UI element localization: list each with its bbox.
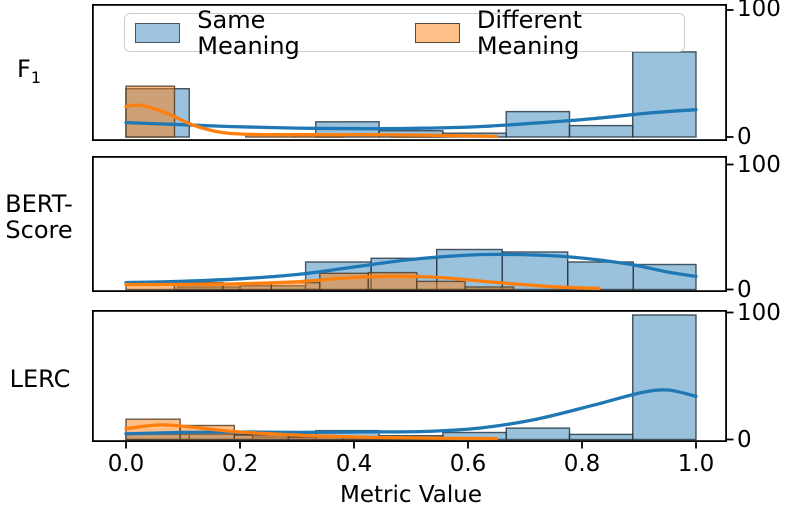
row-label-f1-main: F (17, 55, 31, 83)
legend-label-same-meaning: Same Meaning (197, 5, 300, 60)
legend: Same Meaning Different Meaning (124, 7, 685, 59)
x-tick-label-0.0: 0.0 (107, 451, 145, 477)
row-label-bertscore: BERT- Score (0, 191, 78, 243)
y-tick-label-bertscore-0: 0 (737, 277, 752, 303)
legend-swatch-different-meaning (414, 22, 460, 43)
row-label-lerc: LERC (9, 365, 71, 393)
panel-lerc-canvas (92, 310, 734, 449)
y-tick-label-bertscore-100: 100 (737, 152, 781, 178)
row-label-bertscore-line2: Score (5, 216, 73, 244)
x-tick-label-0.2: 0.2 (221, 451, 259, 477)
legend-item-different-meaning: Different Meaning (414, 5, 684, 60)
x-tick-label-0.6: 0.6 (449, 451, 487, 477)
y-tick-label-lerc-0: 0 (737, 427, 752, 453)
x-axis-title: Metric Value (340, 482, 482, 508)
row-label-f1: F1 (6, 56, 52, 91)
panel-bertscore-canvas (92, 156, 734, 292)
x-tick-label-0.8: 0.8 (563, 451, 601, 477)
row-label-f1-sub: 1 (30, 67, 41, 87)
y-tick-label-lerc-100: 100 (737, 300, 781, 326)
y-tick-label-f1-0: 0 (737, 124, 752, 150)
legend-label-different-meaning: Different Meaning (476, 5, 583, 60)
legend-swatch-same-meaning (135, 22, 181, 43)
legend-item-same-meaning: Same Meaning (135, 7, 369, 59)
x-tick-label-0.4: 0.4 (335, 451, 373, 477)
y-tick-label-f1-100: 100 (737, 0, 781, 22)
x-tick-label-1.0: 1.0 (677, 451, 715, 477)
row-label-bertscore-line1: BERT- (5, 190, 73, 218)
panel-f1-canvas (92, 4, 734, 141)
